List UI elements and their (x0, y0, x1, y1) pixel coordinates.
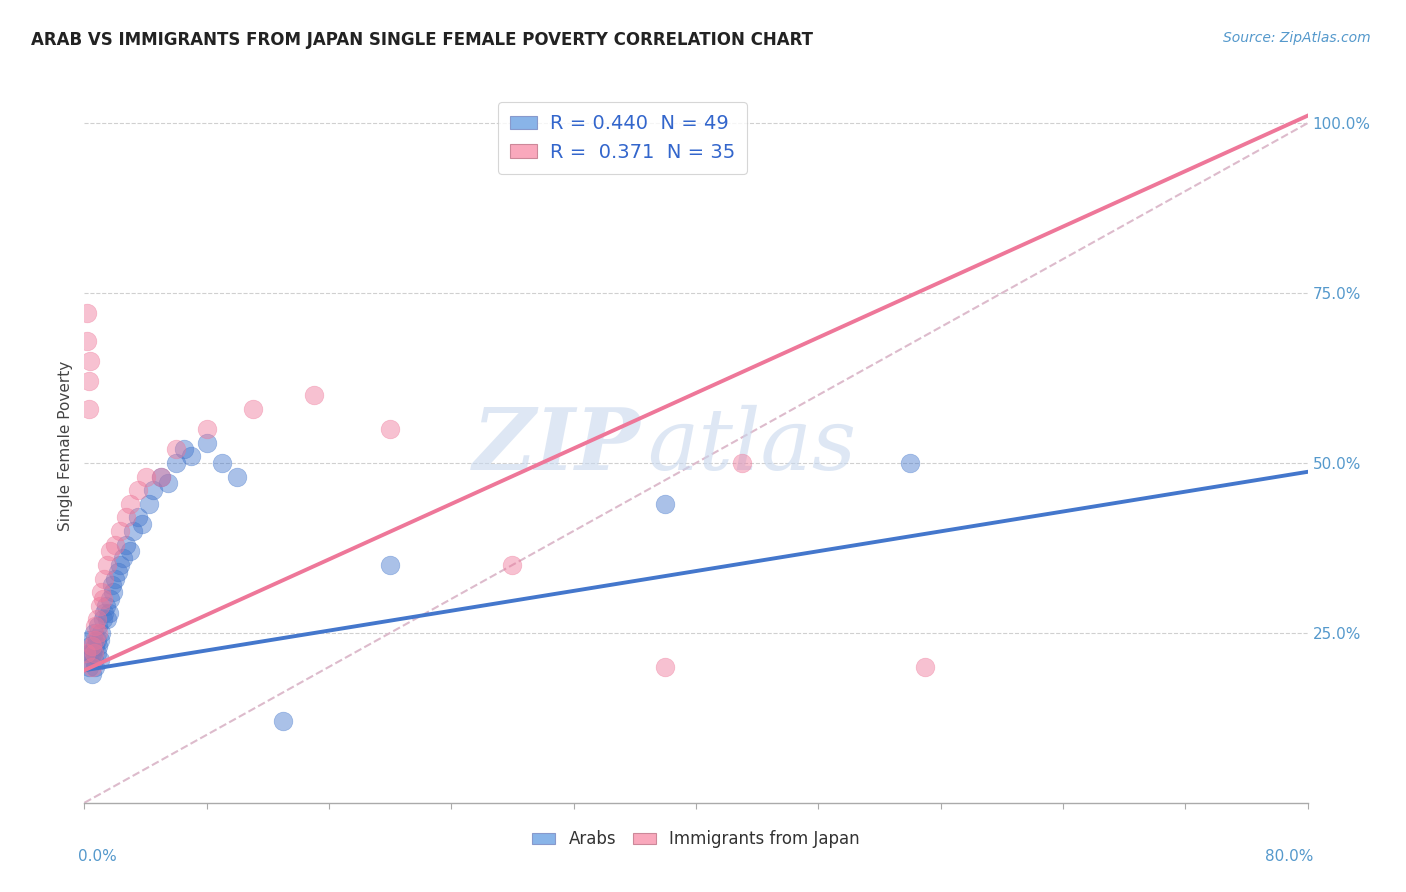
Point (242, 401, 264, 416)
Point (75, 646, 97, 660)
Text: ZIP: ZIP (472, 404, 641, 488)
Point (77, 632, 100, 647)
Point (93, 572, 115, 586)
Point (302, 388, 325, 402)
Point (76, 653, 98, 667)
Point (157, 476, 180, 491)
Point (380, 558, 402, 572)
Point (87, 619, 110, 633)
Point (84, 632, 107, 647)
Point (380, 422, 402, 436)
Text: 80.0%: 80.0% (1265, 849, 1313, 864)
Point (142, 483, 165, 498)
Text: atlas: atlas (647, 405, 856, 487)
Point (90, 585, 112, 599)
Point (108, 558, 131, 572)
Point (127, 510, 149, 524)
Point (89, 632, 111, 647)
Point (180, 449, 202, 463)
Point (89, 599, 111, 613)
Point (101, 578, 124, 592)
Point (122, 524, 145, 538)
Point (80, 660, 103, 674)
Point (84, 640, 107, 654)
Point (135, 469, 157, 483)
Legend: Arabs, Immigrants from Japan: Arabs, Immigrants from Japan (526, 824, 866, 855)
Point (87, 626, 110, 640)
Text: Source: ZipAtlas.com: Source: ZipAtlas.com (1223, 31, 1371, 45)
Point (76, 334, 98, 348)
Point (195, 422, 218, 436)
Point (80, 666, 103, 681)
Point (131, 517, 153, 532)
Text: ARAB VS IMMIGRANTS FROM JAPAN SINGLE FEMALE POVERTY CORRELATION CHART: ARAB VS IMMIGRANTS FROM JAPAN SINGLE FEM… (31, 31, 813, 49)
Point (104, 572, 127, 586)
Point (91, 591, 114, 606)
Point (120, 544, 142, 558)
Point (89, 653, 111, 667)
Point (80, 640, 103, 654)
Point (195, 435, 218, 450)
Point (97, 606, 120, 620)
Point (84, 619, 107, 633)
Point (86, 646, 108, 660)
Point (103, 585, 125, 599)
Point (77, 401, 100, 416)
Point (914, 660, 936, 674)
Point (173, 442, 195, 457)
Point (165, 456, 187, 470)
Point (138, 497, 160, 511)
Point (108, 524, 131, 538)
Point (86, 632, 108, 647)
Point (226, 469, 249, 483)
Point (83, 626, 105, 640)
Point (77, 660, 100, 674)
Text: 0.0%: 0.0% (79, 849, 117, 864)
Point (111, 551, 134, 566)
Point (84, 660, 107, 674)
Point (654, 660, 676, 674)
Point (90, 626, 112, 640)
Point (77, 375, 100, 389)
Point (96, 558, 118, 572)
Point (91, 612, 114, 626)
Point (149, 469, 172, 483)
Point (96, 612, 118, 626)
Y-axis label: Single Female Poverty: Single Female Poverty (58, 361, 73, 531)
Point (898, 456, 921, 470)
Point (104, 537, 127, 551)
Point (98, 591, 121, 606)
Point (79, 646, 101, 660)
Point (654, 497, 676, 511)
Point (83, 646, 105, 660)
Point (165, 442, 187, 457)
Point (86, 612, 108, 626)
Point (114, 537, 136, 551)
Point (731, 456, 754, 470)
Point (271, 714, 294, 729)
Point (211, 456, 233, 470)
Point (83, 653, 105, 667)
Point (107, 565, 129, 579)
Point (87, 640, 110, 654)
Point (98, 544, 121, 558)
Point (93, 606, 115, 620)
Point (149, 469, 172, 483)
Point (76, 306, 98, 320)
Point (502, 558, 524, 572)
Point (80, 646, 103, 660)
Point (120, 497, 142, 511)
Point (79, 640, 101, 654)
Point (94, 599, 117, 613)
Point (114, 510, 136, 524)
Point (79, 354, 101, 368)
Point (127, 483, 149, 498)
